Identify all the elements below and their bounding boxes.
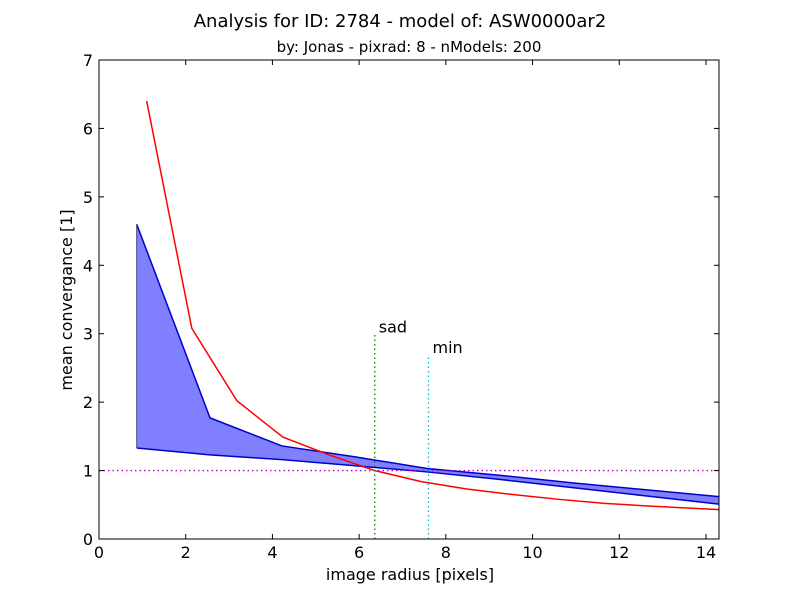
- x-tick-label: 10: [522, 543, 542, 562]
- plot-area: [99, 60, 719, 539]
- x-tick-label: 8: [441, 543, 451, 562]
- x-tick-label: 12: [609, 543, 629, 562]
- x-tick-label: 2: [181, 543, 191, 562]
- x-axis-label: image radius [pixels]: [326, 565, 494, 584]
- chart-title: Analysis for ID: 2784 - model of: ASW000…: [194, 11, 607, 32]
- convergence-band-upper: [136, 223, 720, 498]
- annotation-sad: sad: [379, 318, 407, 337]
- y-tick-label: 1: [83, 462, 93, 481]
- x-tick-label: 0: [94, 543, 104, 562]
- series-line-0: [145, 100, 720, 511]
- plot-marks: sad min: [99, 100, 720, 539]
- y-tick-label: 2: [83, 393, 93, 412]
- convergence-band-lower: [136, 447, 720, 505]
- annotation-min: min: [433, 338, 463, 357]
- y-tick-label: 6: [83, 119, 93, 138]
- x-tick-label: 6: [354, 543, 364, 562]
- y-tick-label: 0: [83, 530, 93, 549]
- y-tick-label: 3: [83, 325, 93, 344]
- y-tick-label: 4: [83, 256, 93, 275]
- chart-subtitle: by: Jonas - pixrad: 8 - nModels: 200: [277, 38, 542, 56]
- x-tick-label: 4: [267, 543, 277, 562]
- plot-frame: [98, 59, 720, 540]
- y-axis-label: mean convergance [1]: [57, 209, 76, 390]
- y-tick-label: 5: [83, 188, 93, 207]
- y-tick-label: 7: [83, 51, 93, 70]
- x-tick-label: 14: [696, 543, 716, 562]
